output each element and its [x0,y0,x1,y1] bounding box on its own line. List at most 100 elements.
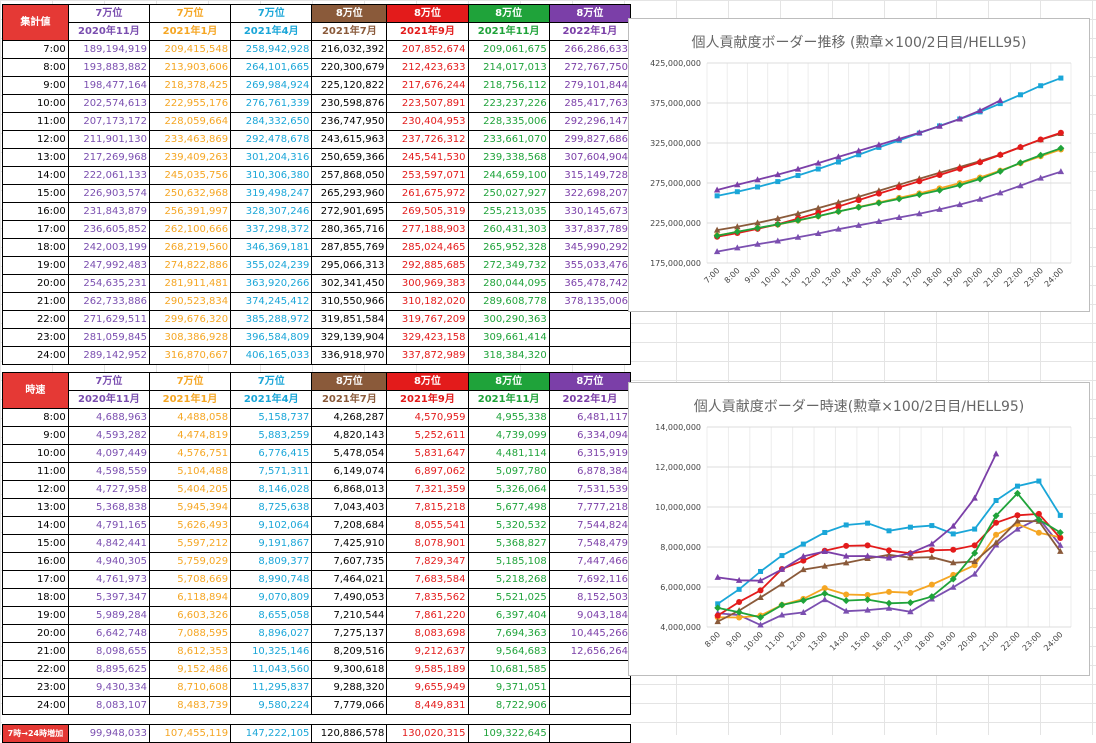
rank-header: 8万位 [311,4,388,23]
y-tick-label: 325,000,000 [650,139,701,148]
value-cell: 255,213,035 [467,202,550,221]
value-cell: 292,478,678 [230,130,313,149]
value-cell: 228,059,664 [148,112,232,131]
value-cell: 9,043,184 [548,606,632,625]
value-cell: 269,984,924 [230,76,313,95]
table-row: 14:00 4,791,165 5,626,493 9,102,064 7,208,68… [2,516,632,535]
data-point [757,621,764,628]
series-4 [714,510,1064,619]
time-label: 9:00 [2,426,69,445]
value-cell: 245,541,530 [386,148,469,167]
value-cell: 10,325,146 [230,642,313,661]
value-cell: 8,896,027 [230,624,313,643]
time-label: 10:00 [2,444,69,463]
value-cell: 222,955,176 [148,94,232,113]
value-cell: 5,218,268 [467,570,550,589]
data-point [996,167,1004,175]
value-cell [548,310,632,329]
value-cell: 7,490,053 [311,588,388,607]
value-cell: 236,605,852 [67,220,150,239]
time-label: 24:00 [2,346,69,365]
value-cell: 5,677,498 [467,498,550,517]
data-point [778,601,786,609]
series-line [716,170,1062,253]
x-tick-label: 13:00 [820,266,843,289]
data-point [714,618,721,625]
data-point [735,608,743,616]
data-point [875,217,883,224]
value-cell: 4,820,143 [311,426,388,445]
data-point [842,607,850,614]
value-cell: 209,415,548 [148,40,232,59]
data-point [779,553,785,559]
value-cell: 363,920,266 [230,274,313,293]
time-label: 21:00 [2,292,69,311]
data-point [895,195,903,203]
value-cell: 9,300,618 [311,660,388,679]
data-point [778,565,786,572]
time-label: 8:00 [2,58,69,77]
x-tick-label: 23:00 [1022,266,1045,289]
data-point [775,179,781,185]
event-header: 2022年1月 [548,22,632,41]
value-cell: 6,897,062 [386,462,469,481]
table-row: 24:00 8,083,107 8,483,739 9,580,224 7,779,06… [2,696,632,715]
time-label: 15:00 [2,184,69,203]
x-tick-label: 15:00 [849,630,872,653]
value-cell: 5,320,532 [467,516,550,535]
cumulative-table: 集計値 7万位 7万位 7万位 8万位 8万位 8万位 8万位 2020年11月 2021年1月 2… [2,4,632,365]
x-tick-label: 11:00 [764,630,787,653]
value-cell: 211,901,130 [67,130,150,149]
value-cell: 9,564,683 [467,642,550,661]
table-row: 12:00 211,901,130 233,463,869 292,478,678 24… [2,130,632,149]
data-point [774,220,782,228]
value-cell: 4,474,819 [148,426,232,445]
table-row: 9:00 4,593,282 4,474,819 5,883,259 4,820,143… [2,426,632,445]
value-cell: 217,676,244 [386,76,469,95]
x-tick-label: 17:00 [901,266,924,289]
value-cell: 300,290,363 [467,310,550,329]
value-cell: 5,626,493 [148,516,232,535]
value-cell: 5,883,259 [230,426,313,445]
value-cell: 5,158,737 [230,408,313,427]
data-point [993,497,999,503]
value-cell: 309,661,414 [467,328,550,347]
value-cell: 7,088,595 [148,624,232,643]
table-row: 21:00 262,733,886 290,523,834 374,245,412 31… [2,292,632,311]
value-cell: 4,688,963 [67,408,150,427]
value-cell [548,696,632,715]
event-header: 2021年1月 [148,390,232,409]
x-tick-label: 15:00 [861,266,884,289]
data-point [875,190,882,197]
event-header: 2021年9月 [386,390,469,409]
data-point [1013,489,1021,497]
value-cell: 5,185,108 [467,552,550,571]
value-cell: 207,173,172 [67,112,150,131]
value-cell: 7,210,544 [311,606,388,625]
time-label: 17:00 [2,220,69,239]
chart-title: 個人貢献度ボーダー推移 (勲章×100/2日目/HELL95) [692,34,1027,51]
table-row: 8:00 193,883,882 213,903,606 264,101,665 220… [2,58,632,77]
time-label: 24:00 [2,696,69,715]
data-point [895,214,903,221]
data-point [835,225,842,232]
value-cell: 7,694,363 [467,624,550,643]
value-cell: 8,146,028 [230,480,313,499]
data-point [1057,535,1064,542]
value-cell: 365,478,742 [548,274,632,293]
value-cell: 250,632,968 [148,184,232,203]
value-cell: 6,315,919 [548,444,632,463]
time-label: 21:00 [2,642,69,661]
value-cell: 5,104,488 [148,462,232,481]
value-cell: 295,066,313 [311,256,388,275]
value-cell: 262,733,886 [67,292,150,311]
x-tick-label: 11:00 [780,266,803,289]
time-label: 23:00 [2,678,69,697]
value-cell: 7,829,347 [386,552,469,571]
value-cell: 5,397,347 [67,588,150,607]
table-row: 19:00 5,989,284 6,603,326 8,655,058 7,210,54… [2,606,632,625]
event-header: 2022年1月 [548,390,632,409]
value-cell: 9,580,224 [230,696,313,715]
value-cell: 254,635,231 [67,274,150,293]
y-tick-label: 175,000,000 [650,259,701,268]
